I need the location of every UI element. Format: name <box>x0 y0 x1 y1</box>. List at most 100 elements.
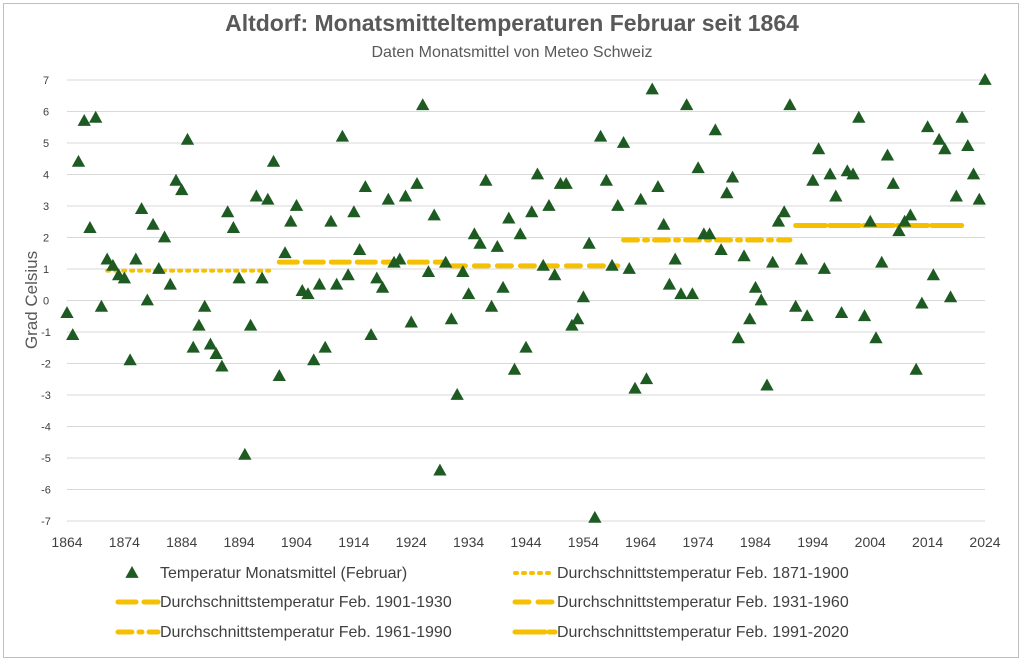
data-point <box>513 227 527 240</box>
data-point <box>255 271 269 284</box>
data-point <box>266 154 281 167</box>
data-point <box>427 208 441 221</box>
data-point <box>794 252 809 265</box>
x-tick-label: 2024 <box>969 534 1000 550</box>
data-point <box>961 139 975 152</box>
data-point <box>978 73 992 85</box>
data-point <box>972 192 986 205</box>
x-tick-label: 1994 <box>797 534 828 550</box>
data-point <box>869 331 883 344</box>
data-point <box>691 161 705 174</box>
data-point <box>175 183 189 196</box>
data-point <box>875 255 889 268</box>
y-tick-label: -6 <box>41 485 51 497</box>
legend-label: Durchschnittstemperatur Feb. 1931-1960 <box>557 594 849 611</box>
data-point <box>209 347 223 359</box>
data-point <box>863 214 877 227</box>
data-point <box>662 277 677 290</box>
data-point <box>668 252 682 265</box>
data-point <box>622 262 636 274</box>
data-point <box>834 306 849 318</box>
data-point <box>473 236 487 249</box>
data-point <box>616 136 631 148</box>
y-tick-label: -7 <box>41 516 51 528</box>
data-point <box>433 463 447 476</box>
data-point <box>817 262 831 274</box>
data-point <box>335 129 350 142</box>
data-point <box>920 120 935 133</box>
y-tick-label: 1 <box>43 264 49 276</box>
data-point <box>221 205 235 218</box>
y-tick-label: 6 <box>43 107 49 119</box>
y-tick-label: -4 <box>41 422 51 434</box>
x-tick-label: 2014 <box>912 534 943 550</box>
data-point <box>943 290 958 303</box>
data-point <box>708 123 722 136</box>
y-tick-label: -5 <box>41 453 51 465</box>
y-tick-label: -1 <box>41 327 51 339</box>
x-tick-label: 2004 <box>855 534 886 550</box>
data-point <box>789 299 803 312</box>
data-point <box>330 277 344 290</box>
data-point <box>743 312 757 325</box>
data-point <box>169 173 183 186</box>
data-point <box>117 271 132 284</box>
data-point <box>410 176 424 189</box>
data-point <box>536 258 550 271</box>
data-point <box>576 290 591 303</box>
data-point <box>955 110 969 123</box>
data-point <box>479 173 493 186</box>
data-point <box>180 132 195 145</box>
y-tick-label: 3 <box>43 201 49 213</box>
data-point <box>748 280 763 293</box>
data-point <box>966 167 981 180</box>
data-point <box>496 280 510 293</box>
data-point <box>702 227 717 240</box>
data-point <box>341 268 355 281</box>
data-point <box>628 381 642 394</box>
data-point <box>215 359 229 372</box>
data-point <box>66 328 80 341</box>
data-point <box>800 309 814 322</box>
chart-frame <box>3 3 1019 658</box>
legend-label: Durchschnittstemperatur Feb. 1871-1900 <box>557 565 849 582</box>
data-point <box>932 132 946 145</box>
data-point <box>106 258 120 271</box>
data-point <box>284 214 298 227</box>
data-point <box>720 186 734 199</box>
data-point <box>737 249 751 262</box>
data-point <box>186 340 200 353</box>
data-point <box>823 167 837 180</box>
data-point <box>243 318 258 331</box>
data-point <box>100 252 114 265</box>
data-point <box>421 265 436 278</box>
data-point <box>484 299 499 312</box>
data-point <box>593 129 608 142</box>
x-tick-label: 1984 <box>740 534 771 550</box>
data-point <box>857 309 872 322</box>
data-point <box>312 277 327 290</box>
x-tick-label: 1964 <box>625 534 656 550</box>
data-point <box>324 214 338 227</box>
data-point <box>530 167 545 180</box>
data-point <box>152 262 166 274</box>
data-point <box>582 236 596 249</box>
data-point <box>880 148 895 161</box>
data-point <box>685 287 700 300</box>
data-point <box>232 271 246 284</box>
data-point <box>157 230 172 243</box>
data-point <box>261 192 275 205</box>
data-point <box>387 255 401 268</box>
x-tick-label: 1954 <box>568 534 599 550</box>
data-point <box>358 180 372 192</box>
data-point <box>490 239 504 252</box>
data-point <box>903 208 918 221</box>
data-point <box>307 353 321 366</box>
data-point <box>439 255 453 268</box>
data-point <box>398 189 413 202</box>
x-tick-label: 1904 <box>281 534 312 550</box>
y-tick-label: 2 <box>43 233 49 245</box>
data-point <box>680 98 694 111</box>
data-point <box>192 318 206 331</box>
